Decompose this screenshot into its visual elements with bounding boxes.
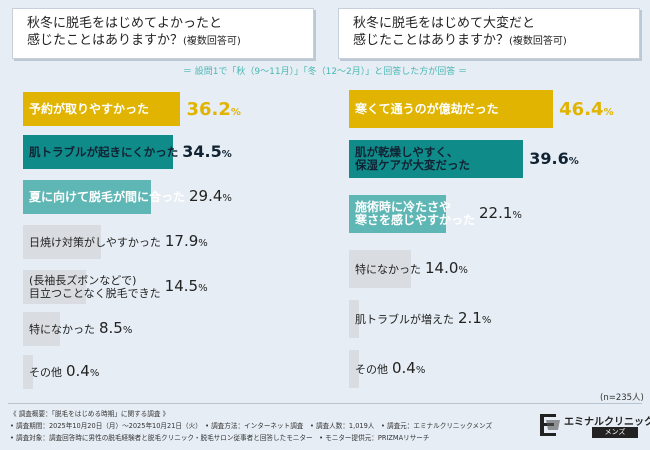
logo-mark-icon	[540, 414, 560, 436]
hard-bar-2	[349, 195, 447, 233]
good-bar-value-3: 17.9%	[164, 232, 208, 250]
brand-logo: エミナルクリニック メンズ	[540, 410, 650, 442]
hard-bar-0	[349, 90, 554, 128]
left-question-note: (複数回答可)	[183, 36, 241, 47]
sample-size-note: (n=235人)	[600, 393, 644, 403]
hard-bar-value-0: 46.4%	[559, 99, 614, 120]
footer-survey-details: • 調査期間：2025年10月20日（月）～2025年10月21日（火） • 調…	[10, 422, 493, 430]
right-question-panel: 秋冬に脱毛をはじめて大変だと 感じたことはありますか？(複数回答可)	[338, 8, 640, 59]
hard-bar-value-4: 2.1%	[458, 309, 492, 327]
good-bar-value-0: 36.2%	[186, 99, 241, 120]
good-bar-value-5: 8.5%	[99, 319, 133, 337]
good-bar-6	[23, 355, 33, 389]
logo-sub: メンズ	[592, 427, 638, 438]
good-bar-value-2: 29.4%	[189, 187, 232, 205]
hard-bar-4	[349, 300, 359, 338]
left-question-panel: 秋冬に脱毛をはじめてよかったと 感じたことはありますか？(複数回答可)	[12, 8, 314, 59]
good-bar-label-0: 予約が取りやすかった	[29, 101, 150, 116]
good-bar-0	[23, 92, 181, 126]
right-question-note: (複数回答可)	[509, 36, 567, 47]
left-question-title: 秋冬に脱毛をはじめてよかったと 感じたことはありますか？(複数回答可)	[27, 16, 241, 48]
hard-bar-label-4: 肌トラブルが増えた	[355, 312, 454, 326]
good-bar-4	[23, 270, 87, 304]
good-bar-label-3: 日焼け対策がしやすかった	[29, 235, 161, 249]
hard-bar-value-3: 14.0%	[425, 259, 468, 277]
good-bar-value-1: 34.5%	[182, 142, 232, 161]
good-bar-label-1: 肌トラブルが起きにくかった	[29, 144, 179, 159]
footer-divider	[8, 403, 642, 404]
hard-bar-value-2: 22.1%	[479, 204, 522, 222]
good-bar-label-6: その他	[29, 365, 62, 379]
right-question-title: 秋冬に脱毛をはじめて大変だと 感じたことはありますか？(複数回答可)	[353, 16, 567, 48]
logo-name: エミナルクリニック	[564, 417, 650, 428]
hard-bar-label-1: 肌が乾燥しやすく、 保湿ケアが大変だった	[355, 145, 470, 172]
hard-bar-label-5: その他	[355, 362, 388, 376]
good-bar-value-4: 14.5%	[164, 277, 208, 295]
footer-survey-target: • 調査対象：調査回答時に男性の脱毛経験者と脱毛クリニック・脱毛サロン従事者と回…	[10, 434, 430, 442]
good-bar-1	[23, 135, 174, 169]
hard-bar-5	[349, 350, 359, 388]
good-bar-2	[23, 180, 151, 214]
hard-bar-1	[349, 140, 524, 178]
hard-bar-label-2: 施術時に冷たさや 寒さを感じやすかった	[355, 200, 476, 227]
footer-survey-title: 《 調査概要：「脱毛をはじめる時期」に関する調査 》	[10, 410, 170, 418]
hard-bar-value-1: 39.6%	[529, 149, 579, 168]
hard-bar-3	[349, 250, 411, 288]
hard-bar-label-3: 特になかった	[355, 262, 421, 276]
hard-bar-value-5: 0.4%	[392, 359, 426, 377]
good-bar-label-2: 夏に向けて脱毛が間に合った	[29, 189, 186, 204]
good-bar-label-4: (長袖長ズボンなどで) 目立つことなく脱毛できた	[29, 274, 161, 300]
good-bar-label-5: 特になかった	[29, 322, 95, 336]
good-bar-5	[23, 312, 60, 346]
good-bar-value-6: 0.4%	[66, 362, 100, 380]
hard-bar-label-0: 寒くて通うのが億劫だった	[355, 101, 499, 116]
good-bar-3	[23, 225, 101, 259]
respondent-condition-banner: ＝ 設問1で「秋（9～11月）」「冬（12～2月）」と回答した方が回答 ＝	[182, 67, 468, 77]
